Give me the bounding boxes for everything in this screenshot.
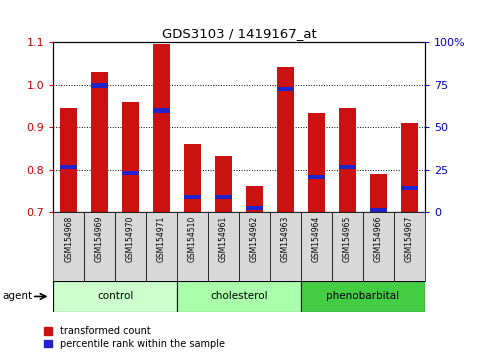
FancyBboxPatch shape	[270, 212, 301, 281]
Bar	[215, 156, 232, 212]
Legend: transformed count, percentile rank within the sample: transformed count, percentile rank withi…	[43, 326, 225, 349]
Text: GSM154968: GSM154968	[64, 216, 73, 262]
FancyBboxPatch shape	[53, 281, 177, 312]
FancyBboxPatch shape	[332, 212, 363, 281]
Text: GSM154964: GSM154964	[312, 216, 321, 262]
Bar	[401, 186, 418, 190]
FancyBboxPatch shape	[177, 212, 208, 281]
FancyBboxPatch shape	[363, 212, 394, 281]
FancyBboxPatch shape	[177, 281, 301, 312]
Bar	[401, 123, 418, 212]
Text: phenobarbital: phenobarbital	[327, 291, 399, 302]
FancyBboxPatch shape	[84, 212, 115, 281]
Bar	[277, 87, 294, 91]
Bar	[339, 108, 356, 212]
Bar	[60, 165, 77, 169]
Bar	[215, 195, 232, 199]
Bar	[184, 195, 201, 199]
Bar	[153, 44, 170, 212]
Text: GSM154961: GSM154961	[219, 216, 228, 262]
FancyBboxPatch shape	[208, 212, 239, 281]
Text: control: control	[97, 291, 133, 302]
Bar	[91, 72, 108, 212]
Bar	[246, 206, 263, 210]
FancyBboxPatch shape	[146, 212, 177, 281]
Bar	[339, 165, 356, 169]
FancyBboxPatch shape	[394, 212, 425, 281]
FancyBboxPatch shape	[301, 212, 332, 281]
Bar	[308, 175, 325, 179]
Bar	[91, 83, 108, 87]
Bar	[60, 108, 77, 212]
Text: GSM154510: GSM154510	[188, 216, 197, 262]
FancyBboxPatch shape	[301, 281, 425, 312]
FancyBboxPatch shape	[53, 212, 84, 281]
FancyBboxPatch shape	[115, 212, 146, 281]
Text: GSM154962: GSM154962	[250, 216, 259, 262]
Text: GSM154965: GSM154965	[343, 216, 352, 262]
Text: cholesterol: cholesterol	[210, 291, 268, 302]
Bar	[277, 67, 294, 212]
Text: agent: agent	[2, 291, 32, 302]
Bar	[122, 171, 139, 175]
Bar	[184, 144, 201, 212]
Text: GSM154963: GSM154963	[281, 216, 290, 262]
Title: GDS3103 / 1419167_at: GDS3103 / 1419167_at	[162, 27, 316, 40]
Bar	[246, 185, 263, 212]
FancyBboxPatch shape	[239, 212, 270, 281]
Text: GSM154970: GSM154970	[126, 216, 135, 262]
Text: GSM154966: GSM154966	[374, 216, 383, 262]
Bar	[370, 174, 387, 212]
Bar	[153, 108, 170, 113]
Bar	[308, 113, 325, 212]
Text: GSM154969: GSM154969	[95, 216, 104, 262]
Text: GSM154967: GSM154967	[405, 216, 414, 262]
Text: GSM154971: GSM154971	[157, 216, 166, 262]
Bar	[122, 102, 139, 212]
Bar	[370, 208, 387, 212]
